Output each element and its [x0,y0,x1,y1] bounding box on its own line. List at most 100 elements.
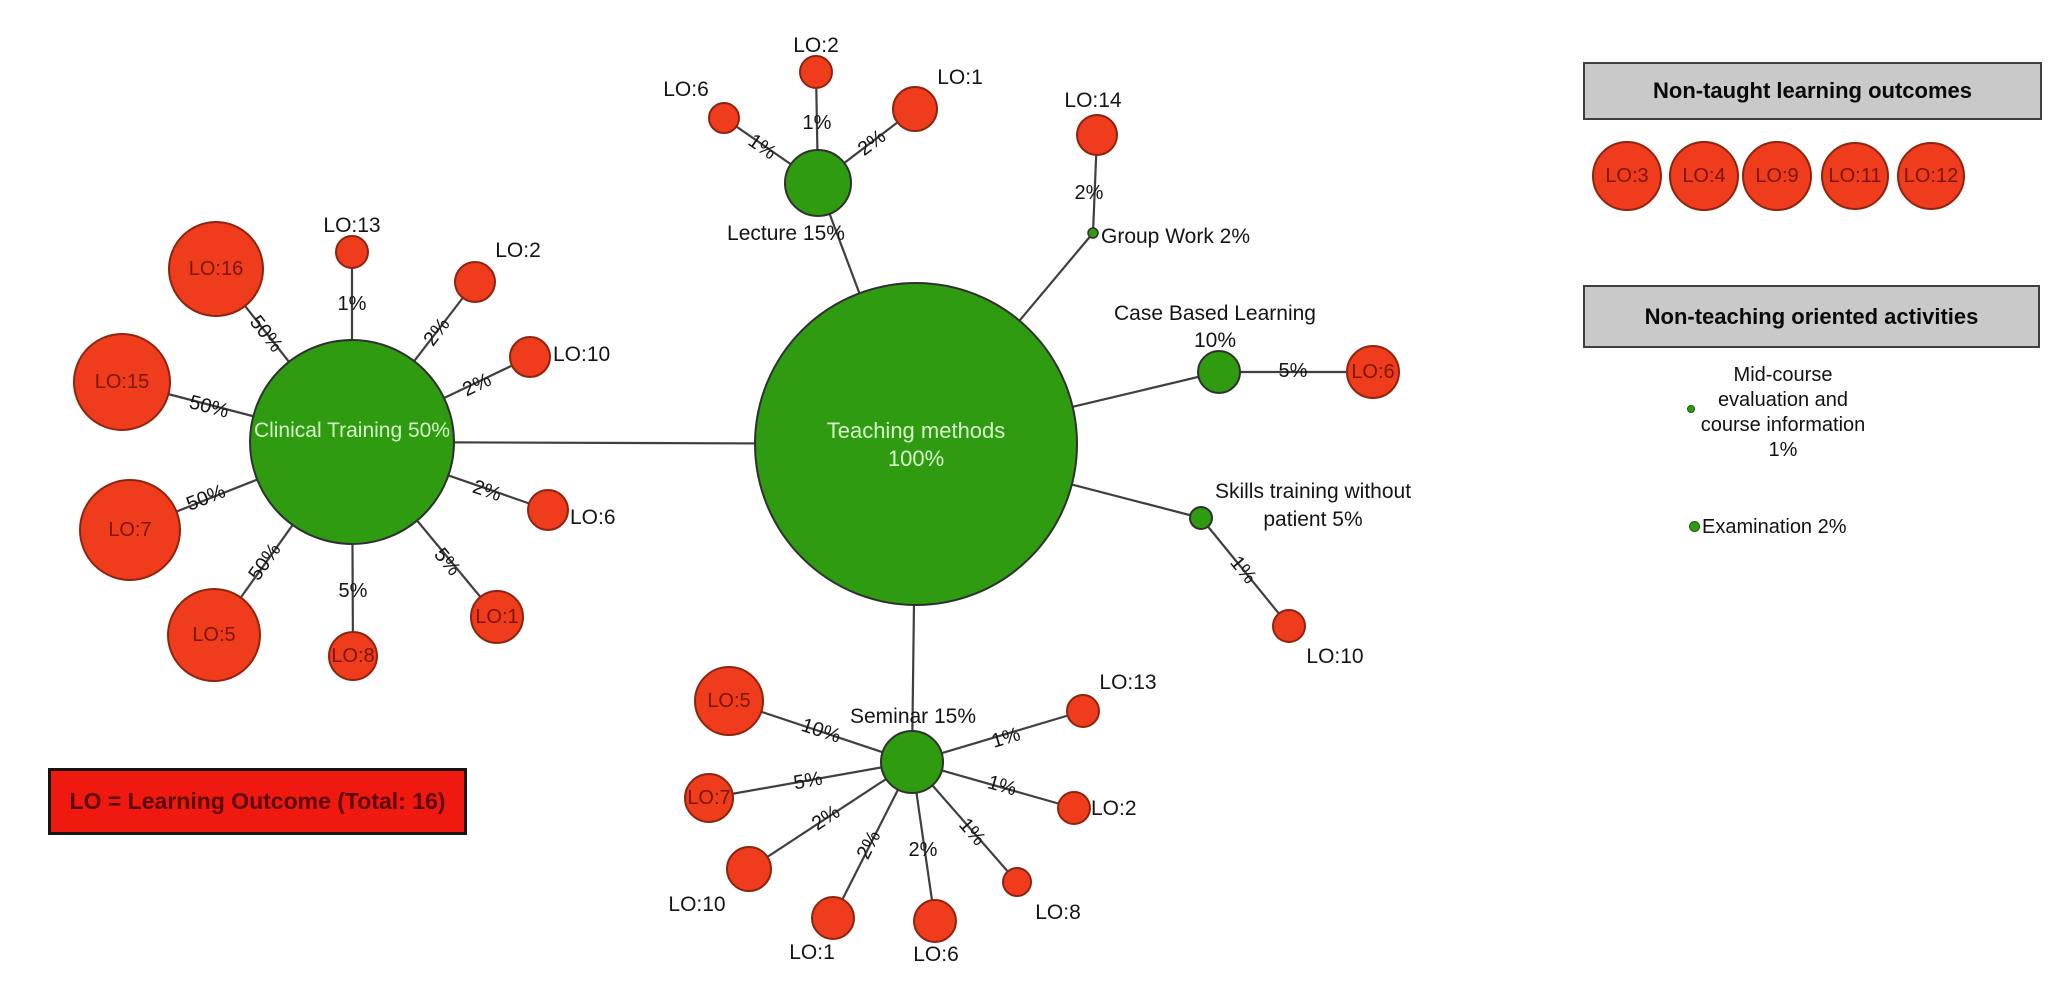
node-cl-lo8 [328,631,378,681]
node-cbl-lo6 [1346,345,1400,399]
node-label-cl-lo13: LO:13 [323,214,380,237]
node-nt-lo11 [1821,142,1889,210]
edge-label-clinical-cl-lo2: 2% [419,314,454,350]
examination-activity-label: Examination 2% [1702,516,1847,538]
node-label-casebased: Case Based Learning 10% [1114,302,1316,352]
node-sem-lo5 [694,666,764,736]
node-label-nt-lo9: LO:9 [1755,165,1798,187]
node-label-clinical: Clinical Training 50% [254,419,450,442]
node-sem-lo6 [913,899,957,943]
node-cl-lo7 [79,479,181,581]
node-label-sem-lo1: LO:1 [789,941,835,964]
edge-skills-skl-lo10 [1200,517,1290,627]
node-label-seminar: Seminar 15% [850,705,976,728]
node-nt-lo12 [1897,142,1965,210]
node-cl-lo5 [167,588,261,682]
node-label-groupwork: Group Work 2% [1101,225,1250,248]
node-label-cl-lo16: LO:16 [189,258,243,280]
node-label-gw-lo14: LO:14 [1064,89,1122,112]
node-sem-lo7 [684,773,734,823]
edge-seminar-sem-lo7 [708,760,913,800]
node-nt-lo4 [1669,141,1739,211]
node-label-teaching: Teaching methods 100% [827,418,1006,471]
node-label-sem-lo5: LO:5 [707,690,750,712]
node-sem-lo1 [811,896,855,940]
node-label-sem-lo2: LO:2 [1091,797,1137,820]
node-seminar [880,730,944,794]
node-teaching [754,282,1078,606]
lo-legend: LO = Learning Outcome (Total: 16) [48,768,467,835]
edge-label-clinical-cl-lo5: 50% [244,539,285,585]
node-cl-lo16 [168,221,264,317]
node-sem-lo13 [1066,694,1100,728]
edge-label-seminar-sem-lo2: 1% [985,771,1019,800]
midcourse-line-2: evaluation and [1717,389,1849,411]
node-label-nt-lo12: LO:12 [1904,165,1958,187]
node-lec-lo6 [708,102,740,134]
midcourse-line-3: course information [1700,414,1866,436]
node-label-cl-lo8: LO:8 [331,645,374,667]
node-label-cl-lo5: LO:5 [192,624,235,646]
node-cl-lo13 [335,235,369,269]
node-sem-lo8 [1002,867,1032,897]
edge-label-clinical-cl-lo13: 1% [338,293,367,315]
node-label-cl-lo1: LO:1 [475,606,518,628]
node-label-skills: Skills training without patient 5% [1215,480,1411,531]
node-label-nt-lo3: LO:3 [1605,165,1648,187]
edge-label-seminar-sem-lo5: 10% [799,714,844,748]
node-lec-lo1 [892,86,938,132]
node-lecture [784,149,852,217]
node-nt-lo9 [1742,141,1812,211]
node-label-cl-lo6: LO:6 [570,506,616,529]
node-nt-lo3 [1592,141,1662,211]
node-label-nt-lo4: LO:4 [1682,165,1725,187]
non-taught-outcomes-header: Non-taught learning outcomes [1583,62,2042,120]
node-cl-lo6 [527,489,569,531]
edge-label-clinical-cl-lo6: 2% [470,476,505,506]
node-label-cl-lo10: LO:10 [553,343,610,366]
node-label-lec-lo2: LO:2 [793,34,839,57]
node-label-cbl-lo6: LO:6 [1351,361,1394,383]
node-groupwork [1087,227,1099,239]
node-label-cl-lo2: LO:2 [495,239,541,262]
node-label-cl-lo15: LO:15 [95,371,149,393]
node-skills [1189,506,1213,530]
node-casebased [1197,350,1241,394]
node-skl-lo10 [1272,609,1306,643]
non-teaching-activities-header: Non-teaching oriented activities [1583,285,2040,348]
node-label-sem-lo7: LO:7 [687,787,730,809]
node-label-skl-lo10: LO:10 [1306,645,1363,668]
midcourse-line-1: Mid-course [1733,364,1833,386]
edge-label-seminar-sem-lo10: 2% [808,801,844,835]
edge-label-groupwork-gw-lo14: 2% [1075,182,1104,204]
node-label-lec-lo6: LO:6 [663,78,709,101]
node-label-sem-lo13: LO:13 [1099,671,1156,694]
edge-label-clinical-cl-lo15: 50% [187,391,231,422]
midcourse-activity-label: Mid-course evaluation and course informa… [1688,363,1878,463]
edge-label-seminar-sem-lo13: 1% [989,723,1023,752]
edge-label-clinical-cl-lo8: 5% [339,580,368,602]
node-label-sem-lo8: LO:8 [1035,901,1081,924]
node-label-lecture: Lecture 15% [727,222,845,245]
edge-seminar-sem-lo10 [748,761,913,870]
node-sem-lo10 [726,846,772,892]
node-label-sem-lo6: LO:6 [913,943,959,966]
midcourse-dot-icon [1687,405,1695,413]
node-label-sem-lo10: LO:10 [668,893,725,916]
examination-dot-icon [1689,521,1700,532]
edge-label-seminar-sem-lo7: 5% [792,768,825,795]
node-lec-lo2 [799,55,833,89]
edge-label-seminar-sem-lo6: 2% [909,839,938,861]
node-cl-lo1 [470,590,524,644]
edge-label-casebased-cbl-lo6: 5% [1279,360,1308,382]
midcourse-line-4: 1% [1768,439,1798,461]
node-label-lec-lo1: LO:1 [937,66,983,89]
node-cl-lo10 [509,336,551,378]
edge-label-clinical-cl-lo10: 2% [459,369,495,401]
edge-label-clinical-cl-lo1: 5% [429,544,465,580]
edge-label-clinical-cl-lo7: 50% [183,480,229,515]
node-cl-lo2 [454,261,496,303]
edge-label-lecture-lec-lo2: 1% [803,112,832,134]
